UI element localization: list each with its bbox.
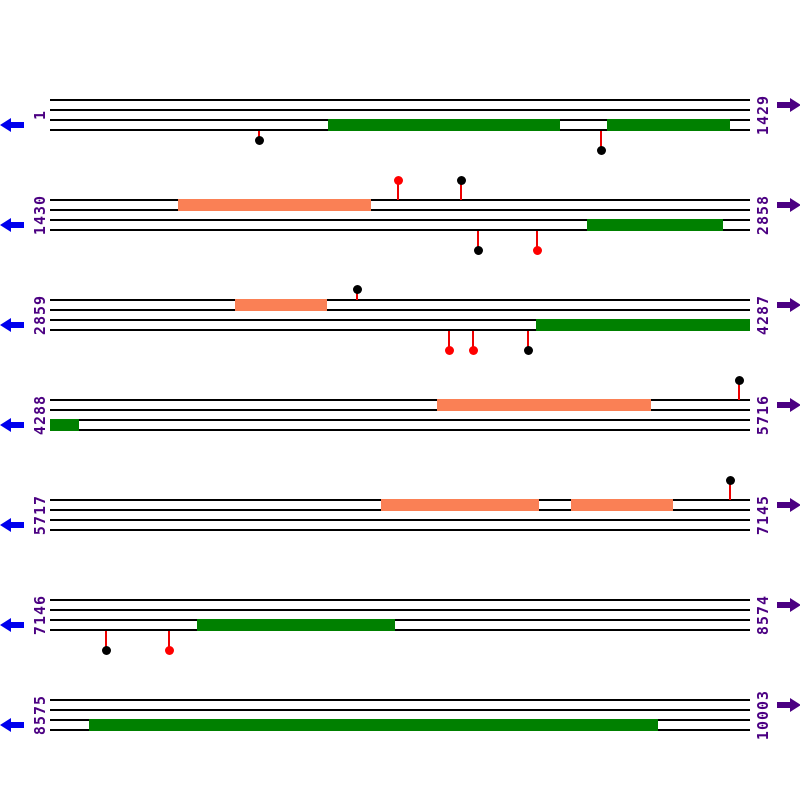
track-line [50, 99, 750, 101]
reverse-strand-arrow-icon [0, 218, 24, 232]
track-line [50, 599, 750, 601]
marker-stem [105, 631, 107, 650]
track-line [50, 709, 750, 711]
feature-bar-green [89, 719, 658, 731]
track-line [50, 609, 750, 611]
track-line [50, 209, 750, 211]
track-line [50, 419, 750, 421]
feature-bar-orange [571, 499, 673, 511]
row-end-label: 1429 [754, 94, 772, 136]
row-end-label: 7145 [754, 494, 772, 536]
feature-bar-green [50, 419, 79, 431]
marker-dot-black [456, 175, 466, 185]
track-line [50, 219, 750, 221]
reverse-strand-arrow-icon [0, 118, 24, 132]
marker-stem [168, 631, 170, 650]
forward-strand-arrow-icon [777, 98, 800, 112]
row-end-label: 4287 [754, 294, 772, 336]
marker-dot-black [254, 135, 264, 145]
marker-dot-black [473, 245, 483, 255]
forward-strand-arrow-icon [777, 398, 800, 412]
marker-dot-black [352, 284, 362, 294]
track-line [50, 699, 750, 701]
marker-dot-black [734, 375, 744, 385]
marker-stem [600, 131, 602, 150]
forward-strand-arrow-icon [777, 498, 800, 512]
marker-dot-red [164, 645, 174, 655]
marker-stem [527, 331, 529, 350]
row-end-label: 2858 [754, 194, 772, 236]
track-line [50, 399, 750, 401]
marker-stem [397, 180, 399, 200]
reverse-strand-arrow-icon [0, 318, 24, 332]
reverse-strand-arrow-icon [0, 718, 24, 732]
row-start-label: 7146 [31, 594, 49, 636]
reverse-strand-arrow-icon [0, 518, 24, 532]
marker-stem [448, 331, 450, 350]
track-line [50, 319, 750, 321]
reverse-strand-arrow-icon [0, 618, 24, 632]
track-line [50, 199, 750, 201]
row-end-label: 5716 [754, 394, 772, 436]
track-line [50, 619, 750, 621]
forward-strand-arrow-icon [777, 298, 800, 312]
track-line [50, 299, 750, 301]
feature-bar-green [607, 119, 730, 131]
row-start-label: 1 [31, 109, 49, 121]
feature-bar-orange [381, 499, 539, 511]
marker-stem [356, 289, 358, 300]
marker-stem [460, 180, 462, 200]
marker-dot-red [393, 175, 403, 185]
row-end-label: 10003 [754, 689, 772, 741]
reverse-strand-arrow-icon [0, 418, 24, 432]
marker-stem [472, 331, 474, 350]
feature-bar-green [197, 619, 395, 631]
feature-bar-green [328, 119, 560, 131]
feature-bar-orange [437, 399, 651, 411]
feature-bar-green [536, 319, 750, 331]
track-line [50, 329, 750, 331]
row-start-label: 1430 [31, 194, 49, 236]
row-start-label: 8575 [31, 694, 49, 736]
row-start-label: 4288 [31, 394, 49, 436]
track-line [50, 109, 750, 111]
row-end-label: 8574 [754, 594, 772, 636]
track-line [50, 519, 750, 521]
row-start-label: 5717 [31, 494, 49, 536]
forward-strand-arrow-icon [777, 198, 800, 212]
feature-bar-green [587, 219, 723, 231]
forward-strand-arrow-icon [777, 698, 800, 712]
row-start-label: 2859 [31, 294, 49, 336]
feature-bar-orange [235, 299, 327, 311]
track-line [50, 629, 750, 631]
marker-stem [477, 231, 479, 250]
track-line [50, 529, 750, 531]
marker-stem [729, 480, 731, 500]
track-line [50, 409, 750, 411]
marker-dot-red [468, 345, 478, 355]
marker-dot-black [101, 645, 111, 655]
marker-dot-black [725, 475, 735, 485]
marker-dot-red [532, 245, 542, 255]
marker-dot-red [444, 345, 454, 355]
feature-bar-orange [178, 199, 371, 211]
forward-strand-arrow-icon [777, 598, 800, 612]
marker-stem [738, 380, 740, 400]
track-line [50, 429, 750, 431]
track-line [50, 229, 750, 231]
track-line [50, 309, 750, 311]
marker-dot-black [523, 345, 533, 355]
marker-stem [536, 231, 538, 250]
marker-dot-black [596, 145, 606, 155]
